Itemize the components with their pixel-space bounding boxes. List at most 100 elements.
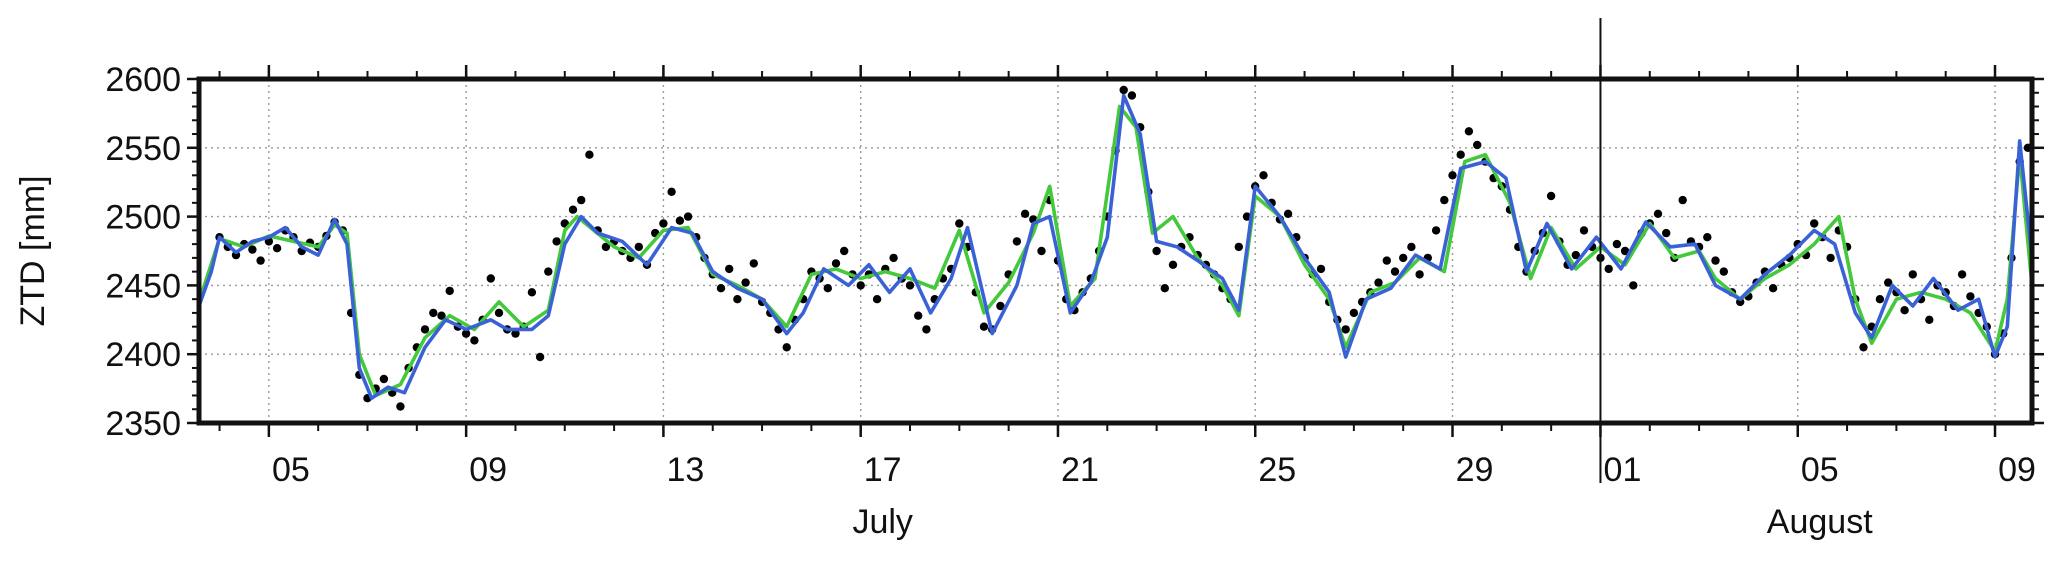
y-tick-label: 2500	[105, 199, 181, 237]
observation-point	[840, 246, 849, 256]
observation-point	[634, 242, 643, 252]
observation-point	[1020, 209, 1030, 218]
observation-point	[733, 295, 742, 304]
observation-point	[955, 219, 964, 228]
observation-point	[1604, 264, 1613, 274]
observation-point	[256, 256, 265, 265]
observation-point	[1719, 267, 1729, 276]
plot-border	[196, 76, 2035, 426]
observation-point	[1349, 308, 1359, 318]
axes: 2350 2400 2450 2500 2550 2600 05 09 13 17 21 25 29 01…	[105, 18, 2044, 541]
observation-point	[1390, 267, 1400, 276]
y-tick-label: 2400	[105, 336, 181, 374]
x-tick-label: 09	[469, 451, 507, 489]
observation-point	[1399, 253, 1408, 263]
observation-point	[1546, 191, 1556, 201]
x-tick-label: 05	[1801, 451, 1839, 489]
plot-frame	[196, 76, 2035, 426]
observation-point	[461, 329, 471, 338]
observation-point	[823, 284, 832, 293]
observation-point	[486, 274, 495, 283]
observation-point	[1160, 284, 1170, 293]
observation-point	[1119, 85, 1128, 95]
observation-point	[675, 216, 685, 225]
observation-point	[1629, 281, 1638, 290]
observation-point	[683, 212, 693, 221]
observation-point	[856, 281, 865, 290]
observation-point	[1283, 209, 1293, 218]
observation-point	[1234, 242, 1244, 252]
x-tick-label: 17	[864, 451, 902, 489]
observation-point	[552, 237, 561, 246]
observation-point	[659, 219, 668, 228]
observation-point	[1966, 292, 1975, 301]
y-tick-label: 2600	[105, 61, 181, 99]
observation-point	[1908, 270, 1918, 279]
x-tick-label: 13	[667, 451, 705, 489]
y-tick-label: 2550	[105, 130, 181, 168]
observation-point	[782, 343, 791, 352]
observation-point	[1374, 278, 1383, 287]
x-tick-label: 05	[272, 451, 310, 489]
observation-point	[470, 336, 479, 345]
observation-point	[1341, 325, 1350, 334]
observation-point	[1259, 171, 1268, 180]
x-tick-label: 29	[1456, 451, 1494, 489]
observation-point	[979, 322, 989, 331]
observation-point	[1473, 140, 1482, 150]
observation-point	[1431, 226, 1441, 235]
x-month-label: August	[1767, 503, 1873, 541]
observation-point	[1464, 127, 1474, 136]
observation-point	[1579, 226, 1589, 235]
observation-point	[527, 288, 537, 297]
observation-point	[1768, 284, 1778, 293]
observation-point	[1620, 246, 1630, 256]
observation-point	[667, 187, 676, 196]
observation-point	[914, 311, 923, 320]
observation-point	[1875, 295, 1885, 304]
observation-point	[544, 267, 553, 276]
observation-point	[1382, 256, 1392, 265]
observation-point	[1440, 195, 1449, 205]
observation-point	[494, 308, 504, 318]
observation-point	[1407, 242, 1416, 252]
observation-point	[445, 286, 454, 296]
observation-point	[922, 325, 931, 334]
x-tick-label: 09	[1998, 451, 2036, 489]
y-axis-title: ZTD [mm]	[14, 175, 52, 326]
observation-point	[1415, 270, 1424, 279]
observation-point	[1152, 246, 1161, 256]
observation-point	[1127, 91, 1137, 100]
y-tick-label: 2350	[105, 405, 181, 443]
observation-point	[1456, 150, 1465, 159]
x-tick-label: 25	[1258, 451, 1296, 489]
observation-point	[1653, 209, 1663, 218]
observation-point	[396, 402, 405, 411]
observation-point	[248, 245, 257, 254]
observation-point	[568, 205, 578, 214]
observation-point	[1662, 228, 1671, 238]
x-tick-label: 21	[1061, 451, 1099, 489]
observation-point	[1612, 239, 1622, 249]
x-tick-label: 01	[1604, 451, 1642, 489]
observation-point	[420, 325, 430, 334]
observation-point	[831, 259, 841, 268]
observation-point	[577, 195, 586, 205]
observation-point	[1810, 219, 1819, 228]
observation-point	[1826, 253, 1835, 263]
observation-point	[1012, 237, 1022, 246]
observation-point	[437, 311, 446, 320]
observation-point	[379, 374, 389, 384]
observation-point	[429, 308, 438, 318]
observation-point	[1316, 264, 1326, 274]
observation-point	[535, 352, 545, 362]
observation-point	[1900, 306, 1909, 315]
observation-point	[1884, 278, 1893, 287]
observation-point	[1703, 233, 1712, 242]
observation-point	[996, 301, 1005, 311]
observation-point	[1168, 260, 1178, 269]
series-line	[197, 93, 2034, 400]
observation-point	[741, 278, 750, 287]
observation-point	[1037, 246, 1046, 256]
